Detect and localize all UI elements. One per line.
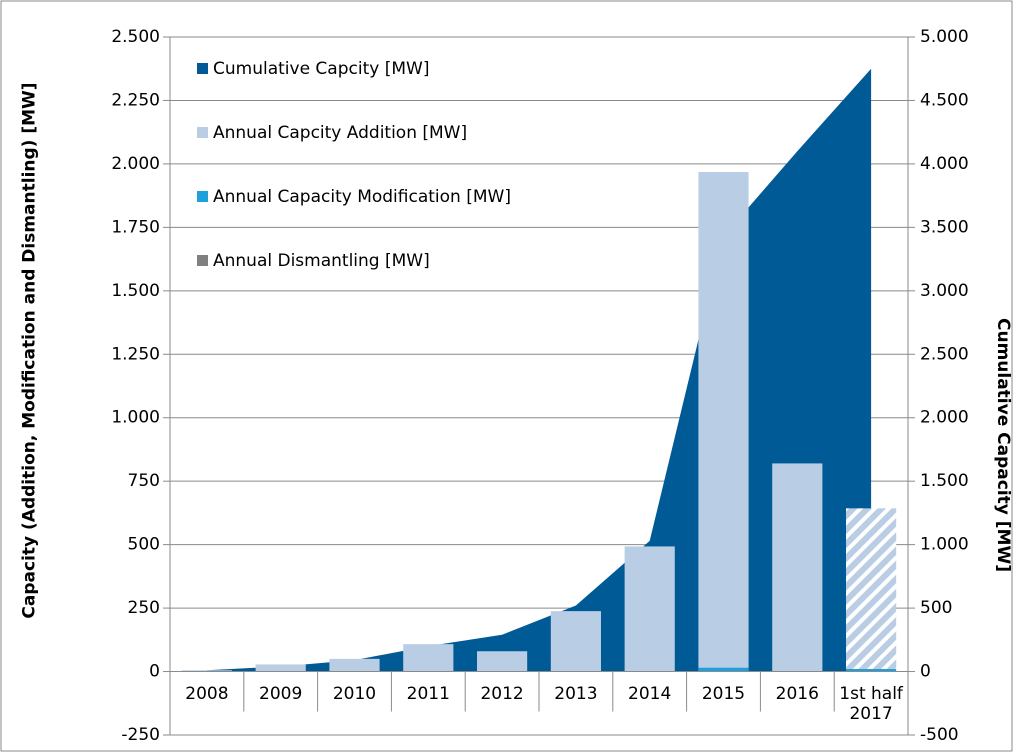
y2-tick-label: -500 xyxy=(920,725,959,745)
y-tick-label: 1.750 xyxy=(111,217,160,237)
x-tick-label: 2008 xyxy=(185,683,229,704)
legend-swatch xyxy=(197,191,208,202)
y-tick-label: 1.250 xyxy=(111,344,160,364)
bar xyxy=(846,508,897,672)
y-tick-label: 1.500 xyxy=(111,281,160,301)
x-tick-label: 2009 xyxy=(259,683,303,704)
y-tick-label: 1.000 xyxy=(111,408,160,428)
x-tick-label: 2016 xyxy=(775,683,819,704)
bar xyxy=(624,546,675,672)
y-tick-label: 2.250 xyxy=(111,90,160,110)
y-tick-label: -250 xyxy=(121,725,160,745)
y2-tick-label: 1.500 xyxy=(920,471,969,491)
bar xyxy=(255,664,306,672)
y2-tick-label: 5.000 xyxy=(920,27,969,47)
y2-tick-label: 4.000 xyxy=(920,154,969,174)
bar xyxy=(329,658,380,672)
x-tick-label: 2010 xyxy=(332,683,377,704)
legend-label: Cumulative Capcity [MW] xyxy=(213,59,429,79)
y2-tick-label: 2.500 xyxy=(920,344,969,364)
x-tick-label: 2012 xyxy=(480,683,524,704)
y-tick-label: 0 xyxy=(149,662,160,682)
y2-title: Cumulative Capacity [MW] xyxy=(993,318,1013,572)
bar xyxy=(403,644,454,672)
x-tick-label: 2013 xyxy=(554,683,598,704)
bar xyxy=(698,667,749,672)
y-tick-label: 750 xyxy=(128,471,160,491)
bar xyxy=(181,670,232,672)
y-tick-label: 2.500 xyxy=(111,27,160,47)
y2-tick-label: 3.000 xyxy=(920,281,969,301)
legend-label: Annual Dismantling [MW] xyxy=(213,251,430,271)
bar xyxy=(772,463,823,672)
y-title: Capacity (Addition, Modification and Dis… xyxy=(19,82,40,619)
y2-tick-label: 1.000 xyxy=(920,535,969,555)
bar xyxy=(698,172,749,672)
legend-swatch xyxy=(197,255,208,266)
legend-swatch xyxy=(197,63,208,74)
cumulative-area xyxy=(206,68,872,672)
x-tick-label: 1st half 2017 xyxy=(839,683,903,724)
y2-tick-label: 3.500 xyxy=(920,217,969,237)
x-tick-label: 2011 xyxy=(406,683,450,704)
y-tick-label: 500 xyxy=(128,535,160,555)
y-tick-label: 250 xyxy=(128,598,160,618)
y-tick-label: 2.000 xyxy=(111,154,160,174)
y2-tick-label: 2.000 xyxy=(920,408,969,428)
y2-tick-label: 500 xyxy=(920,598,952,618)
bar xyxy=(550,611,601,672)
y2-tick-label: 0 xyxy=(920,662,931,682)
bar xyxy=(846,669,897,672)
x-tick-label: 2014 xyxy=(628,683,672,704)
legend-swatch xyxy=(197,127,208,138)
legend-label: Annual Capacity Modification [MW] xyxy=(213,187,511,207)
bar xyxy=(477,651,528,672)
x-tick-label: 2015 xyxy=(701,683,746,704)
legend-label: Annual Capcity Addition [MW] xyxy=(213,123,467,143)
y2-tick-label: 4.500 xyxy=(920,90,969,110)
